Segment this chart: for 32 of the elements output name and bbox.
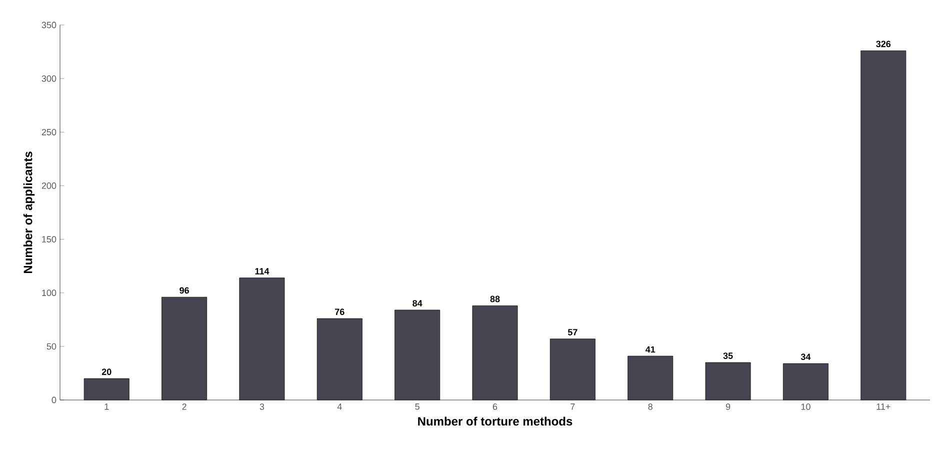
x-tick-label: 4 bbox=[337, 404, 342, 410]
x-tick-label: 1 bbox=[104, 404, 109, 410]
x-tick-label: 6 bbox=[492, 404, 498, 410]
data-label: 114 bbox=[255, 268, 270, 274]
y-tick-label: 200 bbox=[42, 182, 56, 189]
x-tick-label: 5 bbox=[415, 404, 420, 410]
x-tick-label: 10 bbox=[801, 404, 810, 410]
data-label: 41 bbox=[645, 346, 656, 353]
x-tick-label: 11+ bbox=[876, 404, 890, 410]
y-tick-label: 300 bbox=[42, 75, 56, 82]
y-tick-label: 50 bbox=[46, 343, 56, 350]
y-tick-label: 150 bbox=[42, 236, 56, 242]
y-tick-label: 100 bbox=[42, 290, 56, 296]
y-axis-title: Number of applicants bbox=[23, 152, 35, 274]
data-label: 96 bbox=[180, 287, 189, 294]
data-label: 35 bbox=[723, 352, 733, 359]
x-axis-title: Number of torture methods bbox=[418, 416, 572, 426]
data-label: 34 bbox=[800, 354, 811, 360]
y-tick-label: 0 bbox=[52, 396, 56, 404]
x-tick-label: 9 bbox=[726, 404, 730, 410]
data-label: 76 bbox=[335, 308, 344, 316]
y-tick-label: 350 bbox=[42, 22, 56, 28]
data-label: 57 bbox=[568, 329, 578, 336]
data-label: 84 bbox=[412, 300, 422, 306]
x-tick-label: 7 bbox=[570, 404, 575, 410]
x-tick-label: 8 bbox=[648, 404, 652, 410]
data-label: 20 bbox=[102, 368, 112, 376]
data-label: 326 bbox=[876, 40, 891, 48]
x-tick-label: 3 bbox=[260, 404, 264, 410]
y-tick-label: 250 bbox=[42, 128, 56, 136]
x-tick-label: 2 bbox=[182, 404, 186, 410]
data-label: 88 bbox=[490, 296, 500, 302]
